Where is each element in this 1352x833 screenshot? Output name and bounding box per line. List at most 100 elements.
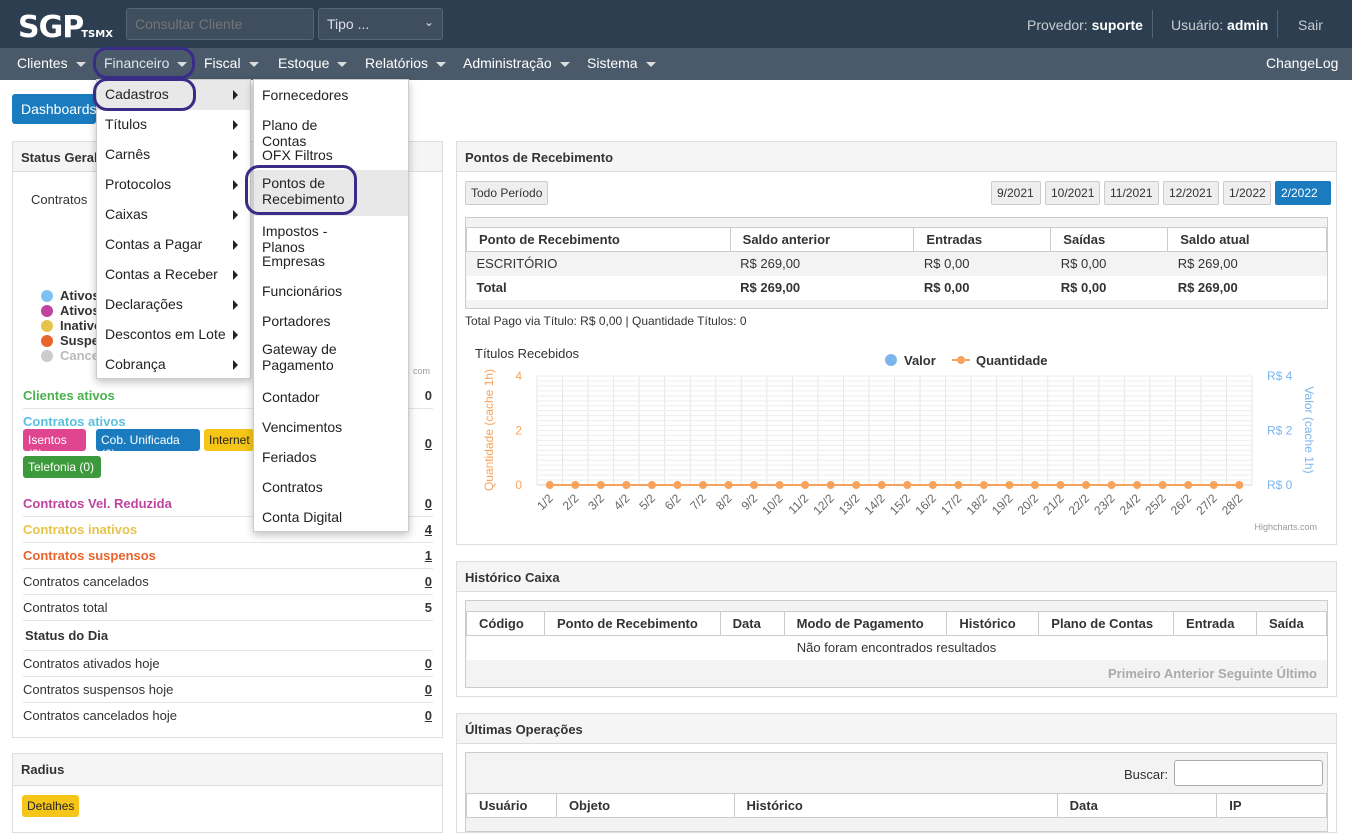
submenu-item-0[interactable]: Fornecedores — [262, 87, 349, 103]
submenu-item-2[interactable]: OFX Filtros — [262, 147, 333, 163]
column-header[interactable]: Objeto — [555, 793, 735, 818]
menu-item-5[interactable]: Contas a Pagar — [105, 236, 203, 252]
status-day-value[interactable]: 0 — [424, 708, 432, 723]
legend-label[interactable]: Ativos — [60, 288, 100, 303]
status-value[interactable]: 0 — [424, 574, 432, 589]
submenu-item-1[interactable]: Plano de Contas — [262, 117, 318, 149]
legend-label[interactable]: Inativo — [60, 318, 102, 333]
logout-link[interactable]: Sair — [1298, 17, 1323, 33]
divider — [23, 516, 433, 517]
nav-financeiro[interactable]: Financeiro — [104, 55, 188, 71]
submenu-item-5[interactable]: Empresas — [262, 253, 326, 269]
dashboards-button[interactable]: Dashboards — [12, 94, 97, 124]
period-button[interactable]: 9/2021 — [991, 181, 1041, 205]
total-cell: Total — [476, 280, 507, 295]
submenu-item-11[interactable]: Feriados — [262, 449, 317, 465]
x-tick-label: 9/2 — [738, 491, 760, 513]
column-header[interactable]: Plano de Contas — [1038, 611, 1175, 636]
nav-sistema[interactable]: Sistema — [587, 55, 656, 71]
menu-item-8[interactable]: Descontos em Lote — [105, 326, 226, 342]
period-button[interactable]: 10/2021 — [1045, 181, 1100, 205]
period-button[interactable]: 2/2022 — [1275, 181, 1331, 205]
period-button[interactable]: 12/2021 — [1163, 181, 1219, 205]
pagination[interactable]: Primeiro Anterior Seguinte Último — [1108, 666, 1317, 681]
legend-label[interactable]: Cance — [60, 348, 100, 363]
column-header[interactable]: Modo de Pagamento — [783, 611, 948, 636]
y-tick-right: R$ 0 — [1267, 478, 1293, 492]
filter-badge[interactable]: Internet — [204, 429, 254, 451]
period-button[interactable]: 11/2021 — [1104, 181, 1159, 205]
legend-label[interactable]: Suspe — [60, 333, 100, 348]
search-client-input[interactable] — [126, 8, 314, 40]
filter-badge[interactable]: Cob. Unificada (0) — [96, 429, 200, 461]
nav-relatorios[interactable]: Relatórios — [365, 55, 447, 71]
submenu-item-9[interactable]: Contador — [262, 389, 320, 405]
menu-item-2[interactable]: Carnês — [105, 146, 151, 162]
data-point-quantidade — [622, 481, 631, 489]
chevron-right-icon — [233, 150, 238, 160]
x-tick-label: 2/2 — [560, 491, 582, 513]
status-day-value[interactable]: 0 — [424, 656, 432, 671]
submenu-item-4[interactable]: Impostos - Planos — [262, 223, 328, 255]
submenu-item-8[interactable]: Gateway de Pagamento — [262, 341, 337, 373]
x-tick-label: 3/2 — [585, 491, 607, 513]
provider-info: Provedor: suporte — [1027, 17, 1143, 33]
status-day-label: Contratos ativados hoje — [23, 656, 160, 671]
submenu-item-3[interactable]: Pontos de Recebimento — [262, 175, 345, 207]
menu-item-0[interactable]: Cadastros — [105, 86, 169, 102]
menu-item-7[interactable]: Declarações — [105, 296, 183, 312]
status-day-value[interactable]: 0 — [424, 682, 432, 697]
column-header[interactable]: Saldo atual — [1167, 227, 1327, 252]
status-value[interactable]: 0 — [424, 436, 432, 451]
filter-badge[interactable]: Isentos (0) — [23, 429, 86, 461]
type-select[interactable]: Tipo ... ⌄ — [318, 8, 443, 40]
nav-changelog[interactable]: ChangeLog — [1266, 55, 1339, 71]
submenu-item-12[interactable]: Contratos — [262, 479, 323, 495]
total-row: Total R$ 269,00 R$ 0,00 R$ 0,00 R$ 269,00 — [466, 275, 1327, 300]
status-value[interactable]: 0 — [424, 496, 432, 511]
column-header[interactable]: Código — [466, 611, 545, 636]
legend-label[interactable]: Ativos — [60, 303, 100, 318]
status-value[interactable]: 5 — [424, 600, 432, 615]
column-header[interactable]: Saldo anterior — [729, 227, 915, 252]
column-header[interactable]: IP — [1216, 793, 1327, 818]
menu-item-1[interactable]: Títulos — [105, 116, 148, 132]
menu-item-6[interactable]: Contas a Receber — [105, 266, 218, 282]
nav-fiscal[interactable]: Fiscal — [204, 55, 259, 71]
column-header[interactable]: Saída — [1255, 611, 1328, 636]
column-header[interactable]: Data — [719, 611, 785, 636]
column-header[interactable]: Saídas — [1050, 227, 1169, 252]
column-header[interactable]: Ponto de Recebimento — [466, 227, 731, 252]
nav-administracao[interactable]: Administração — [463, 55, 570, 71]
menu-item-4[interactable]: Caixas — [105, 206, 148, 222]
status-value[interactable]: 4 — [424, 522, 432, 537]
column-header[interactable]: Ponto de Recebimento — [543, 611, 721, 636]
nav-estoque[interactable]: Estoque — [278, 55, 348, 71]
column-header[interactable]: Usuário — [466, 793, 557, 818]
submenu-item-7[interactable]: Portadores — [262, 313, 331, 329]
data-point-quantidade — [852, 481, 861, 489]
period-button[interactable]: 1/2022 — [1223, 181, 1271, 205]
all-period-button[interactable]: Todo Período — [465, 181, 549, 205]
details-button[interactable]: Detalhes — [22, 795, 80, 817]
caret-down-icon — [177, 61, 188, 67]
chevron-right-icon — [233, 180, 238, 190]
column-header[interactable]: Data — [1056, 793, 1218, 818]
submenu-item-6[interactable]: Funcionários — [262, 283, 343, 299]
menu-item-9[interactable]: Cobrança — [105, 356, 166, 372]
sgp-logo[interactable]: SGPTSMX — [18, 10, 113, 45]
submenu-item-13[interactable]: Conta Digital — [262, 509, 343, 525]
column-header[interactable]: Histórico — [733, 793, 1058, 818]
column-header[interactable]: Histórico — [946, 611, 1040, 636]
operations-search-input[interactable] — [1174, 760, 1323, 786]
filter-badge[interactable]: Telefonia (0) — [23, 456, 101, 478]
menu-item-3[interactable]: Protocolos — [105, 176, 172, 192]
main-nav: Clientes Financeiro Fiscal Estoque Relat… — [0, 48, 1352, 80]
operations-table: Usuário Objeto Histórico Data IP — [466, 793, 1327, 818]
column-header[interactable]: Entrada — [1173, 611, 1257, 636]
status-value[interactable]: 1 — [424, 548, 432, 563]
nav-clientes[interactable]: Clientes — [17, 55, 86, 71]
column-header[interactable]: Entradas — [913, 227, 1052, 252]
submenu-item-10[interactable]: Vencimentos — [262, 419, 343, 435]
status-value[interactable]: 0 — [424, 388, 432, 403]
